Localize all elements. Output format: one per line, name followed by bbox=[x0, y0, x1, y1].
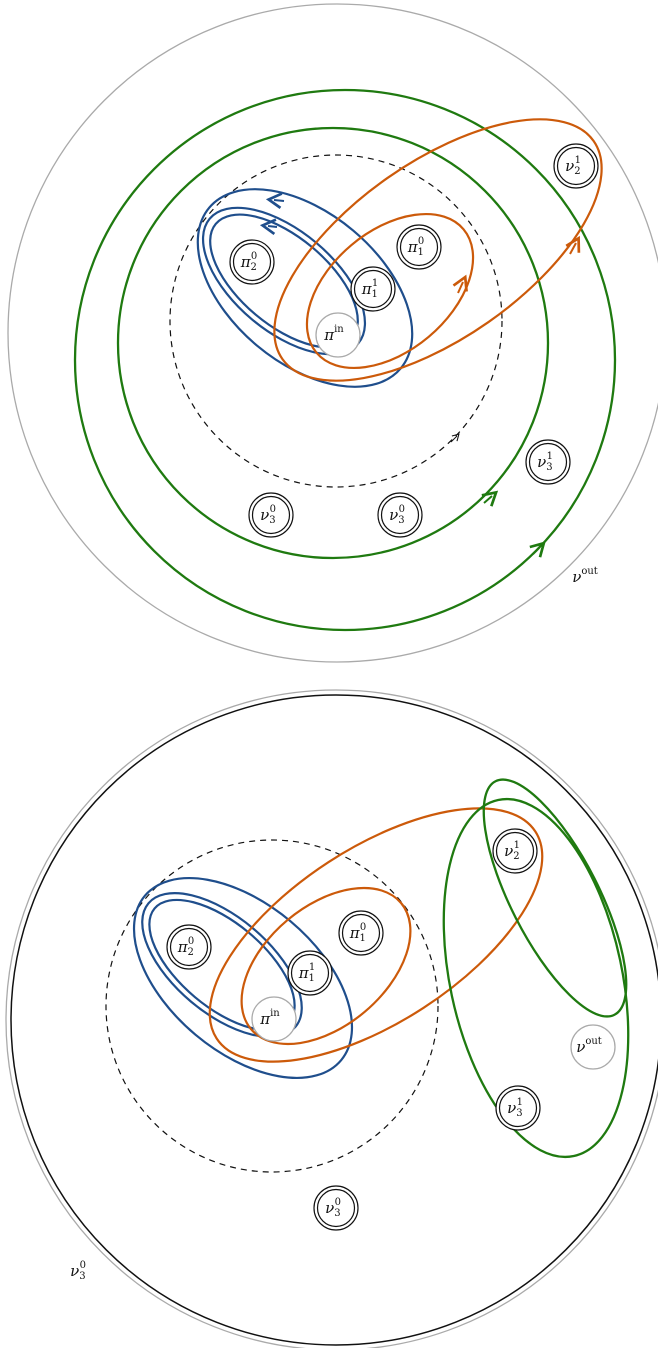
node-label: ν21 bbox=[504, 840, 520, 862]
top-green-arrow-1 bbox=[481, 490, 499, 507]
node-label: νout bbox=[572, 566, 598, 587]
top-blue-arrow-2 bbox=[259, 218, 278, 236]
node-label: ν30 bbox=[389, 504, 405, 526]
top-blue-arrow-1 bbox=[265, 192, 285, 209]
top-green-arrow-2 bbox=[529, 541, 546, 558]
top-outer-boundary bbox=[7, 3, 658, 663]
node-nu3_0a: ν30 bbox=[248, 492, 294, 538]
bottom-outer-boundary-black bbox=[10, 694, 658, 1346]
node-pi2_0: π20 bbox=[229, 239, 275, 285]
node-label: π20 bbox=[240, 251, 258, 273]
bottom-panel: π20 π10 π11 πin ν21 νout ν31 ν30 ν30 bbox=[5, 689, 658, 1348]
top-green-loop-inner bbox=[116, 126, 550, 560]
node-label: π20 bbox=[177, 936, 195, 958]
node-pi1_1: π11 bbox=[350, 266, 396, 312]
node-pi1_0: π10 bbox=[396, 224, 442, 270]
node-label: π11 bbox=[298, 962, 316, 984]
node-nu2_1: ν21 bbox=[553, 143, 599, 189]
node-label: πin bbox=[259, 1008, 280, 1029]
node-label: ν30 bbox=[70, 1260, 86, 1282]
top-nodes: π20 π10 π11 πin ν21 ν31 ν30 ν30 bbox=[229, 143, 599, 538]
top-orange-arrow-1 bbox=[452, 274, 468, 294]
node-nu3_0: ν30 bbox=[313, 1185, 359, 1231]
node-pi2_0: π20 bbox=[166, 924, 212, 970]
top-orange-loop-small bbox=[305, 212, 475, 370]
bottom-orange-loop-small bbox=[240, 886, 412, 1046]
top-panel: π20 π10 π11 πin ν21 ν31 ν30 ν30 νout bbox=[7, 3, 658, 663]
bottom-green-loop-inner bbox=[482, 778, 628, 1018]
node-label: πin bbox=[323, 324, 344, 345]
node-label: π11 bbox=[361, 278, 379, 300]
top-green-loop-outer bbox=[73, 88, 617, 632]
node-nu_out: νout bbox=[570, 1024, 616, 1070]
node-nu3_1: ν31 bbox=[525, 439, 571, 485]
bottom-green-loop-outer bbox=[442, 797, 630, 1159]
node-label: ν30 bbox=[260, 504, 276, 526]
node-pi1_1: π11 bbox=[287, 950, 333, 996]
node-label: π10 bbox=[407, 236, 425, 258]
top-blue-loop-3 bbox=[196, 188, 414, 388]
node-label: ν31 bbox=[537, 451, 553, 473]
node-label: ν21 bbox=[565, 155, 581, 177]
top-dashed-circle bbox=[169, 154, 503, 488]
node-nu3_0b: ν30 bbox=[377, 492, 423, 538]
bottom-outer-boundary-gray bbox=[5, 689, 658, 1348]
top-outer-label: νout bbox=[572, 566, 598, 587]
node-pi1_0: π10 bbox=[338, 910, 384, 956]
bottom-dashed-circle bbox=[105, 839, 439, 1173]
node-label: νout bbox=[576, 1036, 602, 1057]
bottom-orange-loop-large bbox=[208, 807, 544, 1063]
node-nu2_1: ν21 bbox=[492, 828, 538, 874]
node-nu3_1: ν31 bbox=[495, 1085, 541, 1131]
bottom-blue-loop-3 bbox=[132, 876, 354, 1080]
bottom-nodes: π20 π10 π11 πin ν21 νout ν31 ν30 bbox=[166, 828, 616, 1231]
top-dashed-arrow bbox=[450, 433, 460, 443]
top-orange-arrow-2 bbox=[565, 235, 581, 255]
node-pi_in: πin bbox=[251, 996, 297, 1042]
top-orange-loop-large bbox=[273, 118, 603, 382]
node-pi_in: πin bbox=[315, 312, 361, 358]
node-label: ν30 bbox=[325, 1197, 341, 1219]
node-label: π10 bbox=[349, 922, 367, 944]
bottom-outer-label: ν30 bbox=[70, 1260, 86, 1282]
node-label: ν31 bbox=[507, 1097, 523, 1119]
bottom-blue-loop-2 bbox=[141, 892, 303, 1038]
